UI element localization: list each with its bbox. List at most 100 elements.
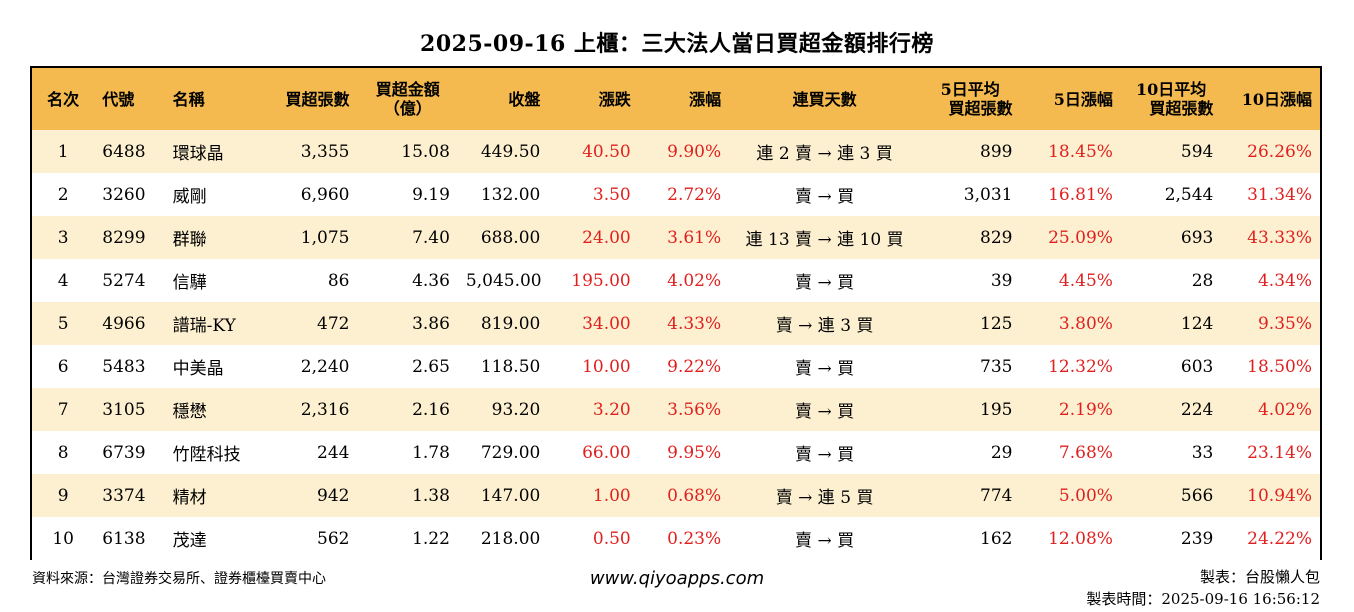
page-title: 2025-09-16 上櫃：三大法人當日買超金額排行榜 xyxy=(420,31,934,57)
cell-rank: 8 xyxy=(57,442,69,463)
table-row: 5 4966 譜瑞-KY 472 3.86 819.00 34.00 4.33%… xyxy=(32,302,1320,345)
cell-avg5: 125 xyxy=(980,313,1013,334)
cell-avg5: 162 xyxy=(980,528,1013,549)
cell-avg10: 33 xyxy=(1191,442,1214,463)
cell-streak: 連 2 賣 → 連 3 買 xyxy=(756,144,893,164)
cell-change: 195.00 xyxy=(571,270,631,291)
cell-pct5: 12.08% xyxy=(1048,528,1113,549)
cell-pct5: 4.45% xyxy=(1058,270,1113,291)
cell-amount: 4.36 xyxy=(412,270,450,291)
cell-pct5: 2.19% xyxy=(1058,399,1113,420)
header-pct10: 10日漲幅 xyxy=(1241,89,1312,109)
cell-avg5: 899 xyxy=(980,141,1013,162)
cell-close: 819.00 xyxy=(480,313,541,334)
cell-close: 147.00 xyxy=(480,485,541,506)
cell-code: 4966 xyxy=(102,313,146,334)
cell-pct5: 25.09% xyxy=(1048,227,1113,248)
cell-avg10: 2,544 xyxy=(1164,184,1214,205)
cell-pct10: 43.33% xyxy=(1247,227,1312,248)
header-avg10: 10日平均 買超張數 xyxy=(1121,68,1221,130)
header-avg10-line1: 10日平均 xyxy=(1136,80,1207,99)
cell-close: 132.00 xyxy=(480,184,541,205)
cell-avg10: 224 xyxy=(1180,399,1214,420)
cell-avg10: 566 xyxy=(1180,485,1214,506)
table-header-row: 名次 代號 名稱 買超張數 買超金額 （億） 收盤 漲跌 漲幅 連買天數 5日平… xyxy=(32,68,1320,130)
cell-pct5: 12.32% xyxy=(1048,356,1113,377)
cell-avg10: 28 xyxy=(1191,270,1214,291)
cell-name: 中美晶 xyxy=(172,359,224,379)
cell-name: 環球晶 xyxy=(172,144,224,164)
cell-avg10: 239 xyxy=(1180,528,1214,549)
cell-amount: 3.86 xyxy=(412,313,450,334)
cell-pct: 4.02% xyxy=(667,270,722,291)
cell-shares: 1,075 xyxy=(300,227,350,248)
cell-amount: 7.40 xyxy=(412,227,450,248)
cell-name: 穩懋 xyxy=(172,402,207,422)
cell-name: 茂達 xyxy=(172,531,207,551)
cell-code: 5274 xyxy=(102,270,146,291)
cell-streak: 賣 → 連 3 買 xyxy=(775,316,874,336)
table-row: 6 5483 中美晶 2,240 2.65 118.50 10.00 9.22%… xyxy=(32,345,1320,388)
header-rank: 名次 xyxy=(47,89,80,109)
header-shares: 買超張數 xyxy=(285,89,350,109)
cell-close: 449.50 xyxy=(480,141,541,162)
cell-shares: 2,240 xyxy=(300,356,350,377)
cell-avg10: 693 xyxy=(1180,227,1214,248)
cell-pct10: 4.02% xyxy=(1257,399,1312,420)
cell-close: 729.00 xyxy=(480,442,541,463)
cell-avg5: 195 xyxy=(980,399,1013,420)
cell-streak: 賣 → 買 xyxy=(795,402,855,422)
website-link[interactable]: www.qiyoapps.com xyxy=(589,568,765,589)
cell-close: 218.00 xyxy=(480,528,541,549)
cell-pct10: 18.50% xyxy=(1247,356,1312,377)
cell-shares: 6,960 xyxy=(300,184,350,205)
cell-change: 24.00 xyxy=(582,227,631,248)
header-change: 漲跌 xyxy=(598,89,631,109)
header-pct: 漲幅 xyxy=(689,89,722,109)
cell-pct10: 26.26% xyxy=(1247,141,1312,162)
cell-shares: 942 xyxy=(317,485,350,506)
cell-code: 6739 xyxy=(102,442,146,463)
cell-pct: 0.23% xyxy=(667,528,722,549)
cell-streak: 賣 → 買 xyxy=(795,531,855,551)
cell-change: 10.00 xyxy=(582,356,631,377)
cell-streak: 連 13 賣 → 連 10 買 xyxy=(745,230,904,250)
header-pct5: 5日漲幅 xyxy=(1053,89,1113,109)
cell-code: 6488 xyxy=(102,141,146,162)
cell-shares: 3,355 xyxy=(300,141,350,162)
cell-name: 群聯 xyxy=(172,230,207,250)
cell-pct5: 5.00% xyxy=(1058,485,1113,506)
ranking-table: 名次 代號 名稱 買超張數 買超金額 （億） 收盤 漲跌 漲幅 連買天數 5日平… xyxy=(30,66,1322,560)
cell-avg5: 829 xyxy=(980,227,1013,248)
cell-amount: 9.19 xyxy=(412,184,450,205)
table-row: 3 8299 群聯 1,075 7.40 688.00 24.00 3.61% … xyxy=(32,216,1320,259)
cell-name: 竹陞科技 xyxy=(172,445,241,465)
cell-pct10: 23.14% xyxy=(1247,442,1312,463)
table-row: 10 6138 茂達 562 1.22 218.00 0.50 0.23% 賣 … xyxy=(32,517,1320,560)
cell-rank: 7 xyxy=(57,399,69,420)
cell-close: 93.20 xyxy=(491,399,541,420)
cell-name: 譜瑞-KY xyxy=(172,316,236,336)
header-avg5-line1: 5日平均 xyxy=(940,80,1000,99)
cell-pct5: 18.45% xyxy=(1048,141,1113,162)
cell-shares: 2,316 xyxy=(300,399,350,420)
cell-rank: 1 xyxy=(57,141,69,162)
cell-rank: 10 xyxy=(52,528,74,549)
cell-avg10: 594 xyxy=(1180,141,1214,162)
cell-amount: 1.22 xyxy=(412,528,450,549)
header-amount-line1: 買超金額 xyxy=(375,80,440,99)
cell-pct: 9.22% xyxy=(667,356,722,377)
cell-pct5: 3.80% xyxy=(1058,313,1113,334)
table-row: 9 3374 精材 942 1.38 147.00 1.00 0.68% 賣 →… xyxy=(32,474,1320,517)
cell-close: 118.50 xyxy=(480,356,541,377)
cell-pct5: 16.81% xyxy=(1048,184,1113,205)
cell-name: 信驊 xyxy=(172,273,207,293)
cell-code: 3260 xyxy=(102,184,146,205)
header-amount: 買超金額 （億） xyxy=(357,68,457,130)
cell-rank: 9 xyxy=(57,485,69,506)
cell-amount: 1.78 xyxy=(412,442,450,463)
cell-streak: 賣 → 買 xyxy=(795,187,855,207)
cell-avg5: 735 xyxy=(980,356,1013,377)
cell-close: 688.00 xyxy=(480,227,541,248)
cell-pct10: 24.22% xyxy=(1247,528,1312,549)
